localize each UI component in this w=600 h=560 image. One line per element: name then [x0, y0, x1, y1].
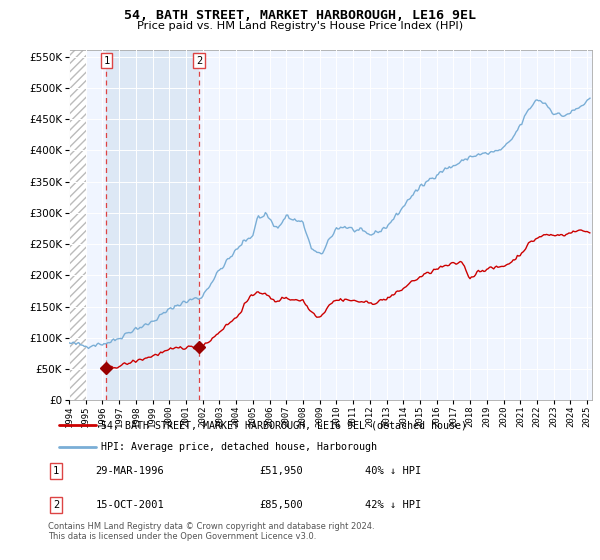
Text: 40% ↓ HPI: 40% ↓ HPI	[365, 466, 421, 476]
Bar	[106, 50, 199, 400]
Text: Contains HM Land Registry data © Crown copyright and database right 2024.
This d: Contains HM Land Registry data © Crown c…	[48, 522, 374, 542]
Text: HPI: Average price, detached house, Harborough: HPI: Average price, detached house, Harb…	[101, 442, 377, 452]
Text: 54, BATH STREET, MARKET HARBOROUGH, LE16 9EL (detached house): 54, BATH STREET, MARKET HARBOROUGH, LE16…	[101, 421, 467, 430]
Text: Price paid vs. HM Land Registry's House Price Index (HPI): Price paid vs. HM Land Registry's House …	[137, 21, 463, 31]
Text: £85,500: £85,500	[259, 500, 303, 510]
Text: 29-MAR-1996: 29-MAR-1996	[95, 466, 164, 476]
Text: 54, BATH STREET, MARKET HARBOROUGH, LE16 9EL: 54, BATH STREET, MARKET HARBOROUGH, LE16…	[124, 9, 476, 22]
Text: 42% ↓ HPI: 42% ↓ HPI	[365, 500, 421, 510]
Text: 15-OCT-2001: 15-OCT-2001	[95, 500, 164, 510]
Text: £51,950: £51,950	[259, 466, 303, 476]
Text: 1: 1	[53, 466, 59, 476]
Bar	[69, 50, 86, 400]
Text: 2: 2	[53, 500, 59, 510]
Text: 2: 2	[196, 55, 202, 66]
Text: 1: 1	[103, 55, 110, 66]
